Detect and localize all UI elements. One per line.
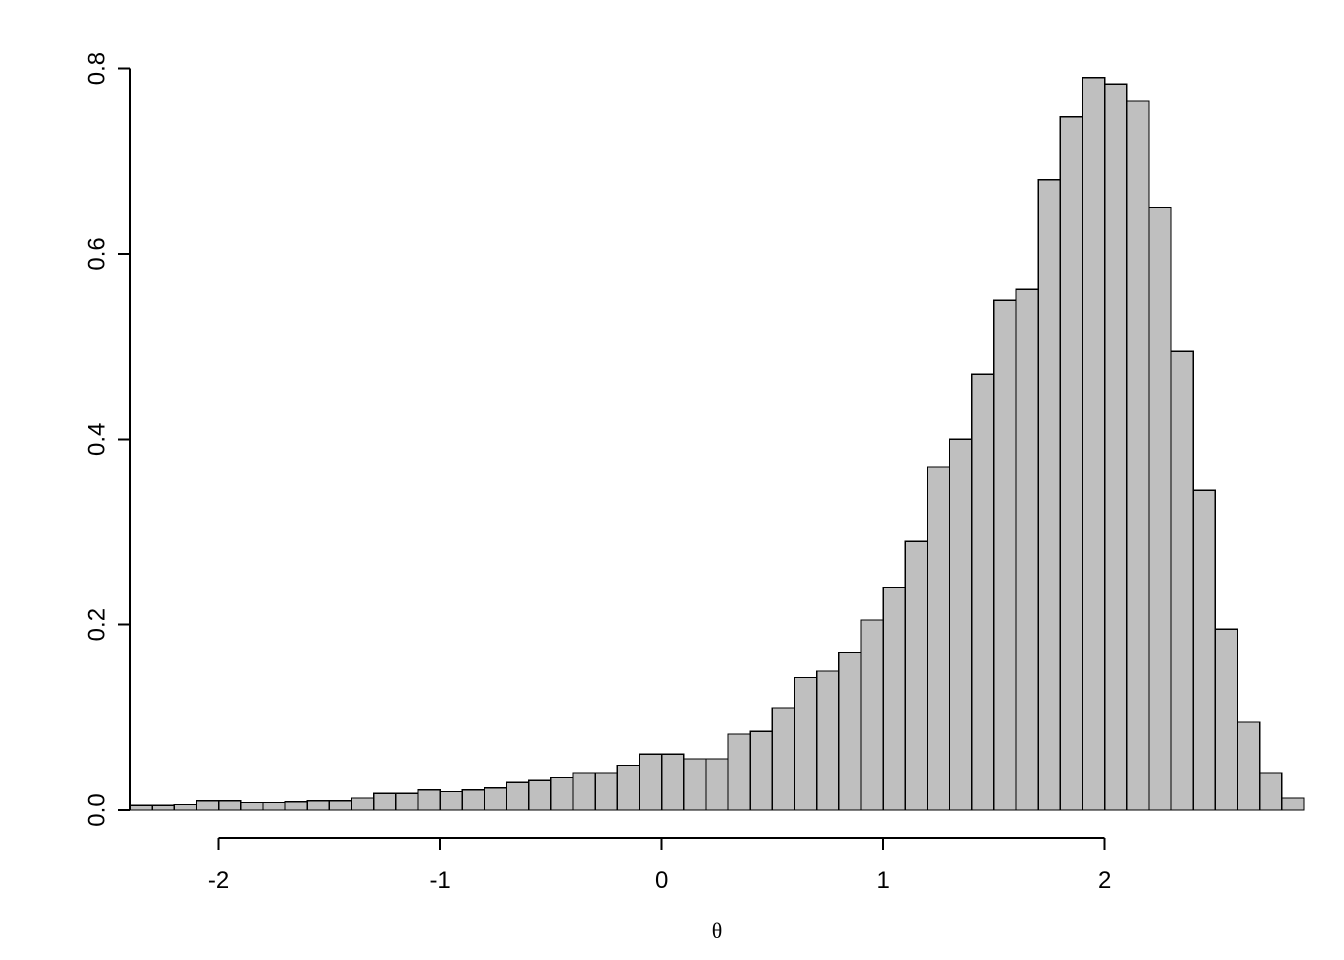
histogram-bar — [750, 731, 772, 810]
histogram-bar — [1127, 101, 1149, 810]
histogram-bar — [130, 805, 152, 810]
histogram-bar — [684, 759, 706, 810]
y-tick-label: 0.0 — [83, 793, 110, 826]
histogram-bar — [1082, 78, 1104, 810]
histogram-bar — [706, 759, 728, 810]
x-tick-label: -1 — [429, 867, 450, 894]
histogram-bar — [1260, 773, 1282, 810]
histogram-bar — [927, 467, 949, 810]
histogram-bar — [905, 541, 927, 810]
histogram-bar — [772, 708, 794, 810]
histogram-bar — [662, 754, 684, 810]
histogram-bar — [285, 802, 307, 810]
histogram-bar — [152, 805, 174, 810]
histogram-bar — [861, 620, 883, 810]
histogram-bar — [817, 671, 839, 810]
histogram-bar — [839, 652, 861, 810]
histogram-bar — [1038, 180, 1060, 810]
histogram-bar — [728, 734, 750, 810]
x-axis: -2 -1 0 1 2 — [208, 838, 1111, 894]
histogram-chart: 0.0 0.2 0.4 0.6 0.8 -2 -1 0 1 2 θ — [0, 0, 1344, 960]
histogram-bar — [352, 798, 374, 810]
histogram-bar — [507, 782, 529, 810]
x-tick-label: 1 — [876, 867, 889, 894]
histogram-bar — [529, 780, 551, 810]
y-axis: 0.0 0.2 0.4 0.6 0.8 — [83, 52, 130, 827]
y-tick-label: 0.4 — [83, 423, 110, 456]
histogram-bar — [639, 754, 661, 810]
histogram-bar — [418, 790, 440, 810]
histogram-bar — [551, 778, 573, 810]
histogram-bar — [484, 788, 506, 810]
histogram-bar — [174, 804, 196, 810]
histogram-bar — [994, 300, 1016, 810]
histogram-bar — [396, 793, 418, 810]
y-tick-label: 0.8 — [83, 52, 110, 85]
x-tick-label: 0 — [655, 867, 668, 894]
histogram-bars — [130, 78, 1304, 810]
y-tick-label: 0.2 — [83, 608, 110, 641]
histogram-bar — [617, 766, 639, 810]
histogram-bar — [1193, 490, 1215, 810]
histogram-bar — [196, 801, 218, 810]
histogram-bar — [462, 790, 484, 810]
histogram-bar — [795, 677, 817, 810]
histogram-bar — [1149, 208, 1171, 810]
y-tick-label: 0.6 — [83, 237, 110, 270]
histogram-bar — [263, 803, 285, 810]
histogram-bar — [440, 791, 462, 810]
histogram-bar — [1282, 798, 1304, 810]
histogram-bar — [1016, 289, 1038, 810]
histogram-bar — [595, 773, 617, 810]
histogram-bar — [972, 374, 994, 810]
histogram-bar — [219, 801, 241, 810]
x-tick-label: 2 — [1098, 867, 1111, 894]
histogram-bar — [1215, 629, 1237, 810]
histogram-bar — [573, 773, 595, 810]
histogram-bar — [883, 588, 905, 810]
histogram-bar — [1105, 84, 1127, 810]
x-axis-label: θ — [712, 918, 723, 943]
x-tick-label: -2 — [208, 867, 229, 894]
histogram-bar — [241, 803, 263, 810]
histogram-bar — [1060, 117, 1082, 810]
histogram-bar — [950, 439, 972, 810]
histogram-bar — [1171, 351, 1193, 810]
histogram-bar — [1238, 722, 1260, 810]
histogram-bar — [374, 793, 396, 810]
histogram-bar — [329, 801, 351, 810]
histogram-bar — [307, 801, 329, 810]
